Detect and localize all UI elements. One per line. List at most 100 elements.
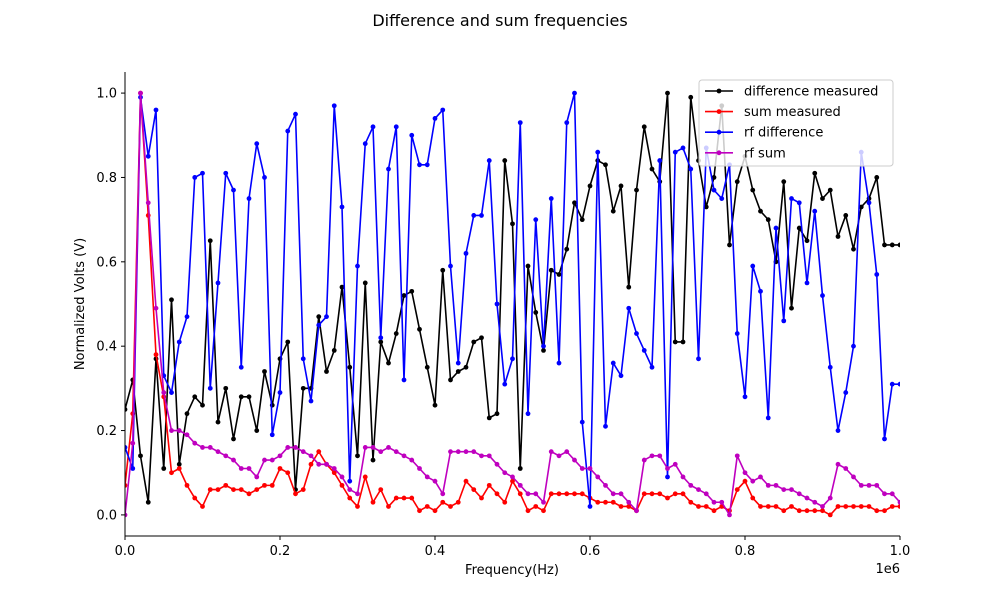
data-point-rf-sum xyxy=(665,466,670,471)
data-point-rf-difference xyxy=(432,116,438,121)
data-point-rf-difference xyxy=(696,356,701,362)
data-point-rf-difference xyxy=(502,381,508,387)
data-point-difference-measured xyxy=(641,124,647,130)
data-point-sum-measured xyxy=(393,495,399,501)
data-point-rf-sum xyxy=(610,491,616,497)
data-point-rf-sum xyxy=(393,449,399,455)
data-point-sum-measured xyxy=(409,495,415,501)
data-point-difference-measured xyxy=(145,499,151,505)
data-point-rf-difference xyxy=(207,385,213,391)
data-point-rf-difference xyxy=(362,141,368,147)
data-point-rf-sum xyxy=(238,466,244,471)
data-point-difference-measured xyxy=(858,204,864,210)
data-point-sum-measured xyxy=(254,487,260,492)
data-point-sum-measured xyxy=(153,352,159,358)
data-point-sum-measured xyxy=(595,499,601,505)
x-tick-label: 0.6 xyxy=(580,544,601,559)
data-point-rf-difference xyxy=(548,196,554,201)
data-point-rf-difference xyxy=(293,111,298,117)
data-point-rf-difference xyxy=(517,120,523,126)
data-point-sum-measured xyxy=(448,504,453,509)
data-point-difference-measured xyxy=(727,242,732,248)
data-point-rf-difference xyxy=(393,124,399,130)
data-point-difference-measured xyxy=(835,234,841,239)
data-point-difference-measured xyxy=(316,314,322,320)
data-point-rf-sum xyxy=(386,445,391,450)
data-point-rf-difference xyxy=(711,187,717,193)
data-point-rf-difference xyxy=(145,153,151,159)
data-point-difference-measured xyxy=(618,183,624,189)
data-point-difference-measured xyxy=(711,175,717,180)
data-point-rf-sum xyxy=(858,482,864,488)
data-point-rf-difference xyxy=(300,356,306,362)
data-point-difference-measured xyxy=(812,170,818,176)
data-point-rf-difference xyxy=(796,200,802,206)
data-point-rf-sum xyxy=(300,449,306,455)
plot-area xyxy=(125,90,900,518)
data-point-difference-measured xyxy=(680,339,686,345)
data-point-rf-sum xyxy=(378,449,384,455)
data-point-rf-sum xyxy=(595,474,601,480)
data-point-rf-difference xyxy=(153,107,159,113)
data-point-rf-difference xyxy=(269,432,275,438)
data-point-rf-difference xyxy=(672,149,678,155)
data-point-difference-measured xyxy=(254,428,260,433)
data-point-sum-measured xyxy=(603,499,608,505)
data-point-rf-difference xyxy=(688,166,694,172)
data-point-difference-measured xyxy=(184,411,190,417)
data-point-rf-difference xyxy=(897,381,900,387)
data-point-rf-difference xyxy=(223,170,229,176)
data-point-rf-difference xyxy=(262,175,267,180)
data-point-rf-sum xyxy=(440,491,446,497)
data-point-sum-measured xyxy=(572,491,577,497)
data-point-rf-difference xyxy=(169,390,174,395)
data-point-difference-measured xyxy=(200,402,205,408)
data-point-difference-measured xyxy=(897,242,900,248)
data-point-rf-difference xyxy=(587,504,593,509)
data-point-rf-sum xyxy=(564,449,570,455)
data-point-difference-measured xyxy=(789,305,794,311)
data-point-rf-difference xyxy=(882,436,887,442)
data-point-difference-measured xyxy=(440,267,446,273)
data-point-rf-difference xyxy=(277,390,283,395)
data-point-sum-measured xyxy=(897,504,900,509)
data-point-sum-measured xyxy=(866,504,872,509)
data-point-difference-measured xyxy=(889,242,895,248)
data-point-rf-sum xyxy=(572,457,577,463)
data-point-rf-sum xyxy=(223,453,229,459)
data-point-difference-measured xyxy=(231,436,236,442)
data-point-sum-measured xyxy=(533,504,539,509)
data-point-difference-measured xyxy=(626,284,632,290)
data-point-rf-sum xyxy=(897,499,900,505)
data-point-rf-sum xyxy=(246,466,252,471)
data-point-rf-sum xyxy=(355,491,360,497)
series-difference-measured xyxy=(125,90,900,505)
data-point-difference-measured xyxy=(587,183,593,189)
data-point-rf-sum xyxy=(125,512,128,518)
data-point-difference-measured xyxy=(169,297,174,303)
data-point-rf-sum xyxy=(184,432,190,438)
series-rf-difference xyxy=(125,90,900,509)
data-point-rf-sum xyxy=(634,508,639,514)
data-point-rf-difference xyxy=(479,213,484,218)
data-point-difference-measured xyxy=(610,208,616,214)
data-point-rf-difference xyxy=(409,132,415,138)
data-point-rf-sum xyxy=(510,474,515,480)
data-point-rf-difference xyxy=(215,280,221,286)
data-point-sum-measured xyxy=(486,482,492,488)
data-point-difference-measured xyxy=(533,310,539,315)
data-point-difference-measured xyxy=(401,293,407,298)
data-point-rf-sum xyxy=(765,482,771,488)
data-point-rf-sum xyxy=(820,504,825,509)
data-point-rf-difference xyxy=(595,149,601,155)
data-point-rf-sum xyxy=(626,499,632,505)
data-point-rf-difference xyxy=(874,272,880,277)
data-point-rf-difference xyxy=(200,170,205,176)
data-point-rf-sum xyxy=(680,474,686,480)
data-point-rf-sum xyxy=(432,478,438,484)
data-point-rf-sum xyxy=(254,474,260,480)
data-point-difference-measured xyxy=(750,187,756,193)
data-point-rf-difference xyxy=(634,331,639,336)
data-point-rf-difference xyxy=(176,339,182,345)
x-tick-label: 0.0 xyxy=(115,544,136,559)
